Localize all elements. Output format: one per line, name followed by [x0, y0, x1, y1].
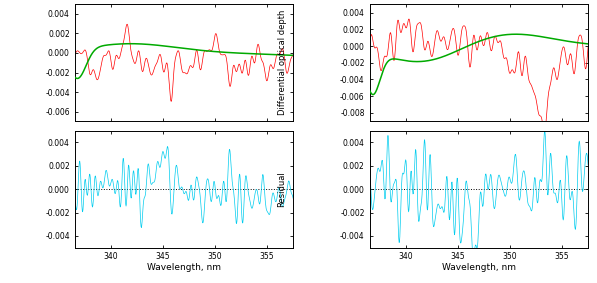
- X-axis label: Wavelength, nm: Wavelength, nm: [147, 263, 221, 272]
- X-axis label: Wavelength, nm: Wavelength, nm: [442, 263, 516, 272]
- Y-axis label: Residual: Residual: [278, 171, 287, 207]
- Y-axis label: Differential optical depth: Differential optical depth: [278, 10, 287, 115]
